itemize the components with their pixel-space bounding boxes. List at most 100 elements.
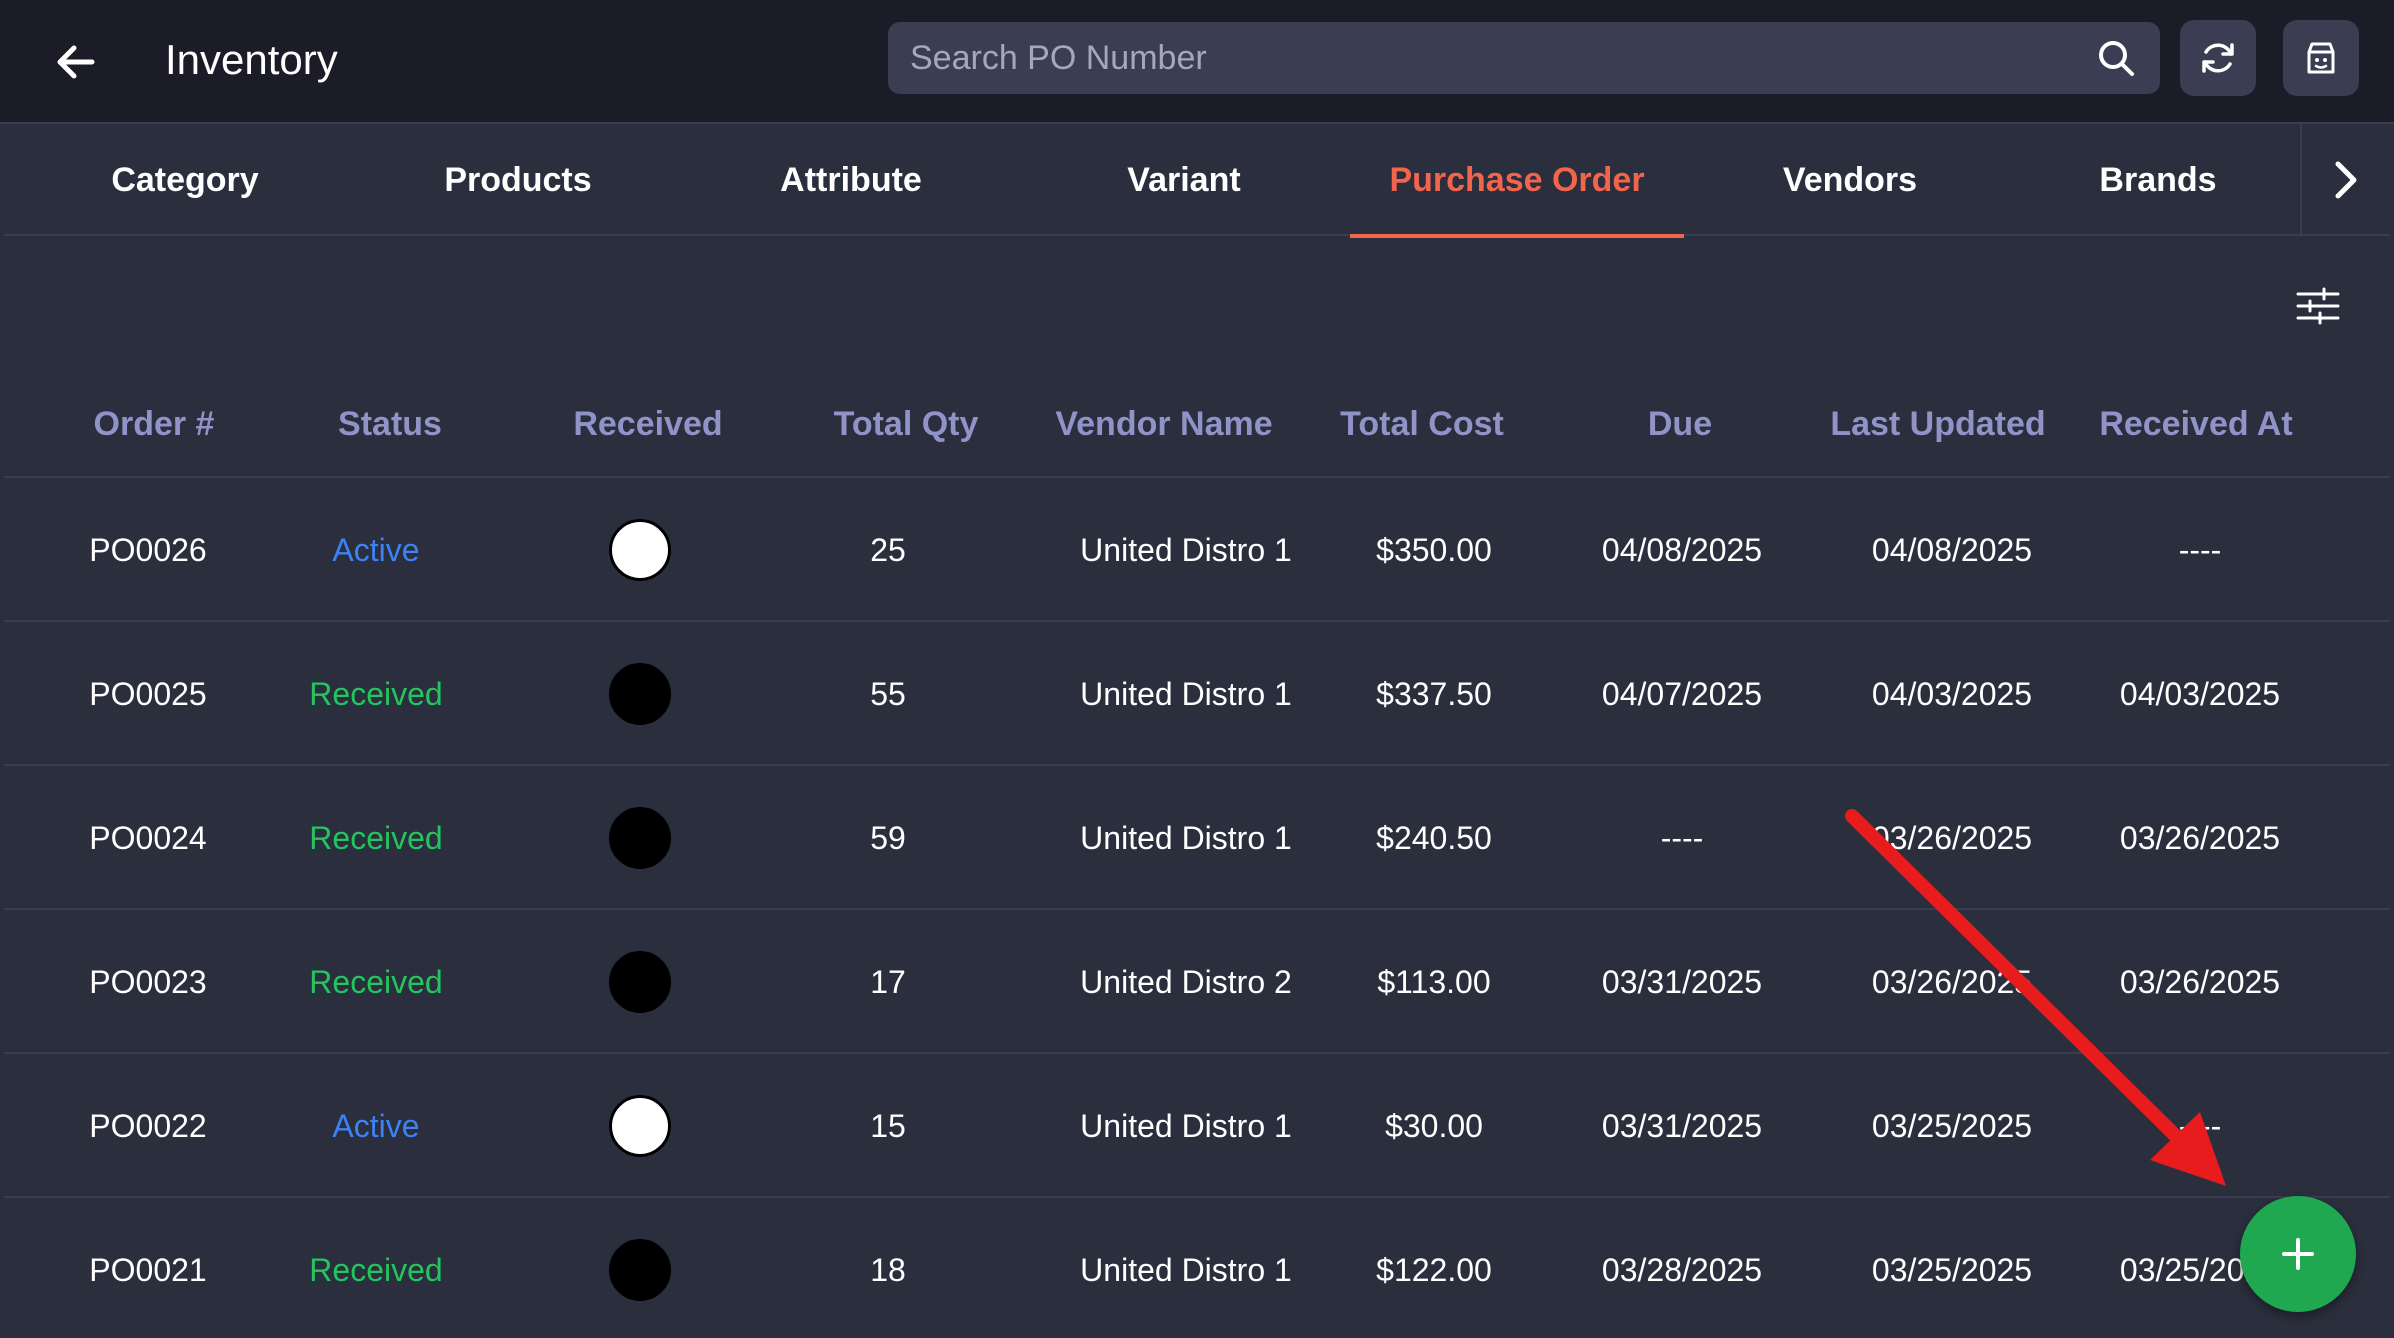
total-cost: $30.00: [1385, 1107, 1483, 1144]
table-row[interactable]: PO0021 Received 18 United Distro 1 $122.…: [4, 1198, 2390, 1338]
total-cost: $240.50: [1376, 819, 1492, 856]
due-date: 03/31/2025: [1601, 1107, 1763, 1144]
received-indicator[interactable]: [510, 1198, 770, 1338]
received-dot: [609, 951, 671, 1013]
received-at: 04/03/2025: [2119, 675, 2281, 712]
plus-icon: [2282, 1238, 2314, 1270]
total-qty: 55: [870, 675, 906, 712]
total-qty: 17: [870, 963, 906, 1000]
due-date: 03/31/2025: [1601, 963, 1763, 1000]
received-indicator[interactable]: [510, 478, 770, 622]
vendor-name: United Distro 2: [1080, 963, 1292, 1000]
status-badge: Received: [309, 963, 443, 1000]
total-qty: 15: [870, 1107, 906, 1144]
vendor-name: United Distro 1: [1080, 1107, 1292, 1144]
last-updated: 03/26/2025: [1871, 963, 2033, 1000]
table-row[interactable]: PO0023 Received 17 United Distro 2 $113.…: [4, 910, 2390, 1054]
received-at: 03/26/2025: [2119, 963, 2281, 1000]
total-cost: $122.00: [1376, 1251, 1492, 1288]
table-row[interactable]: PO0025 Received 55 United Distro 1 $337.…: [4, 622, 2390, 766]
total-cost: $113.00: [1377, 963, 1491, 1000]
received-indicator[interactable]: [510, 766, 770, 910]
vendor-name: United Distro 1: [1080, 819, 1292, 856]
add-purchase-order-button[interactable]: [2240, 1196, 2356, 1312]
due-date: 04/08/2025: [1601, 531, 1763, 568]
column-header-order[interactable]: Order #: [93, 404, 215, 443]
total-qty: 18: [870, 1251, 906, 1288]
column-header-received-at[interactable]: Received At: [2099, 404, 2293, 443]
status-badge: Active: [332, 1107, 420, 1144]
tab-products[interactable]: Products: [444, 160, 592, 199]
total-cost: $350.00: [1376, 531, 1492, 568]
received-at: 03/26/2025: [2119, 819, 2281, 856]
tab-vendors[interactable]: Vendors: [1782, 160, 1918, 199]
order-number: PO0024: [89, 819, 207, 856]
tab-variant[interactable]: Variant: [1127, 160, 1241, 199]
order-number: PO0022: [89, 1107, 207, 1144]
tab-brands[interactable]: Brands: [2099, 160, 2217, 199]
order-number: PO0021: [89, 1251, 207, 1288]
received-indicator[interactable]: [510, 1054, 770, 1198]
status-badge: Received: [309, 1251, 443, 1288]
order-number: PO0026: [89, 531, 207, 568]
due-date: 03/28/2025: [1601, 1251, 1763, 1288]
tab-bar: Category Products Attribute Variant Purc…: [4, 124, 2390, 238]
vendor-name: United Distro 1: [1080, 1251, 1292, 1288]
last-updated: 04/03/2025: [1871, 675, 2033, 712]
sliders-icon: [2296, 287, 2340, 325]
column-header-total-qty[interactable]: Total Qty: [833, 404, 979, 443]
received-dot: [609, 663, 671, 725]
last-updated: 03/26/2025: [1871, 819, 2033, 856]
table-row[interactable]: PO0022 Active 15 United Distro 1 $30.00 …: [4, 1054, 2390, 1198]
due-date: 04/07/2025: [1601, 675, 1763, 712]
due-date: ----: [1660, 819, 1704, 856]
received-dot: [609, 807, 671, 869]
total-cost: $337.50: [1376, 675, 1492, 712]
column-header-total-cost[interactable]: Total Cost: [1340, 404, 1504, 443]
refresh-button[interactable]: [2180, 20, 2256, 96]
column-header-due[interactable]: Due: [1647, 404, 1713, 443]
status-badge: Received: [309, 819, 443, 856]
status-badge: Received: [309, 675, 443, 712]
total-qty: 25: [870, 531, 906, 568]
order-number: PO0023: [89, 963, 207, 1000]
tab-category[interactable]: Category: [111, 160, 259, 199]
table-row[interactable]: PO0026 Active 25 United Distro 1 $350.00…: [4, 478, 2390, 622]
received-indicator[interactable]: [510, 622, 770, 766]
chevron-right-icon: [2335, 161, 2357, 199]
refresh-icon: [2202, 43, 2234, 73]
store-icon: [2307, 42, 2335, 74]
search-input[interactable]: [910, 22, 2060, 94]
last-updated: 04/08/2025: [1871, 531, 2033, 568]
table-header: Order # Status Received Total Qty Vendor…: [4, 370, 2390, 478]
page-title: Inventory: [165, 36, 338, 83]
last-updated: 03/25/2025: [1871, 1251, 2033, 1288]
received-dot: [609, 519, 671, 581]
back-arrow-icon: [57, 45, 95, 79]
vendor-name: United Distro 1: [1080, 675, 1292, 712]
received-dot: [609, 1095, 671, 1157]
received-dot: [609, 1239, 671, 1301]
back-button[interactable]: [40, 26, 112, 98]
status-badge: Active: [332, 531, 420, 568]
received-at: ----: [2178, 1107, 2222, 1144]
tab-purchase-order[interactable]: Purchase Order: [1350, 124, 1684, 238]
column-header-last-updated[interactable]: Last Updated: [1830, 404, 2046, 443]
column-header-received[interactable]: Received: [573, 404, 723, 443]
order-number: PO0025: [89, 675, 207, 712]
tab-attribute[interactable]: Attribute: [780, 160, 922, 199]
top-bar: Inventory: [0, 0, 2394, 124]
column-header-status[interactable]: Status: [338, 404, 442, 443]
total-qty: 59: [870, 819, 906, 856]
column-header-vendor-name[interactable]: Vendor Name: [1055, 404, 1273, 443]
filter-button[interactable]: [2290, 278, 2346, 334]
received-indicator[interactable]: [510, 910, 770, 1054]
table-row[interactable]: PO0024 Received 59 United Distro 1 $240.…: [4, 766, 2390, 910]
store-button[interactable]: [2283, 20, 2359, 96]
search-icon[interactable]: [2096, 38, 2136, 78]
tabs-next-button[interactable]: [2300, 124, 2390, 236]
vendor-name: United Distro 1: [1080, 531, 1292, 568]
received-at: ----: [2178, 531, 2222, 568]
last-updated: 03/25/2025: [1871, 1107, 2033, 1144]
search-bar: [888, 22, 2160, 94]
